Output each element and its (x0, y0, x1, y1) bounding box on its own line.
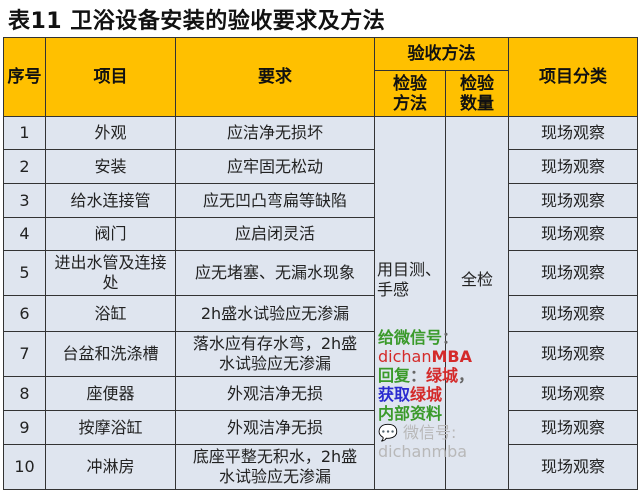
row-category: 现场观察 (508, 250, 638, 296)
watermark-text: 回复 (378, 366, 411, 385)
header-method-group: 验收方法 (374, 37, 509, 71)
row-number: 6 (3, 295, 46, 332)
merged-method: 用目测、手感 (374, 116, 446, 490)
row-category: 现场观察 (508, 331, 638, 377)
row-category: 现场观察 (508, 376, 638, 411)
row-requirement: 应无凹凸弯扁等缺陷 (175, 183, 375, 218)
watermark-text: dichan (378, 347, 432, 366)
row-requirement: 外观洁净无损 (175, 376, 375, 411)
header-requirement: 要求 (175, 37, 375, 117)
row-requirement: 底座平整无积水，2h盛水试验应无渗漏 (175, 444, 375, 490)
watermark-line1: 给微信号： (378, 328, 506, 347)
row-category: 现场观察 (508, 444, 638, 490)
watermark-text: ： (442, 328, 459, 347)
merged-quantity: 全检 (445, 116, 509, 490)
row-number: 3 (3, 183, 46, 218)
row-number: 7 (3, 331, 46, 377)
row-item: 进出水管及连接处 (45, 250, 176, 296)
wechat-icon: 💬 (378, 423, 398, 442)
watermark-text: ， (458, 366, 475, 385)
watermark-text: 给微信号 (378, 328, 443, 347)
table-row: 3 给水连接管 应无凹凸弯扁等缺陷 现场观察 (3, 183, 638, 218)
table-row: 4 阀门 应启闭灵活 现场观察 (3, 217, 638, 251)
row-requirement: 外观洁净无损 (175, 410, 375, 445)
header-method: 检验方法 (374, 70, 446, 117)
row-number: 10 (3, 444, 46, 490)
row-category: 现场观察 (508, 116, 638, 150)
table-row: 10 冲淋房 底座平整无积水，2h盛水试验应无渗漏 现场观察 (3, 444, 638, 490)
row-requirement: 应洁净无损坏 (175, 116, 375, 150)
watermark: 给微信号： dichanMBA 回复：绿城， 获取绿城 内部资料 💬 微信号: … (378, 328, 506, 461)
watermark-line1-id: dichanMBA (378, 347, 506, 366)
header-category: 项目分类 (508, 37, 638, 117)
row-category: 现场观察 (508, 149, 638, 184)
table-row: 5 进出水管及连接处 应无堵塞、无漏水现象 现场观察 (3, 250, 638, 296)
row-item: 台盆和洗涤槽 (45, 331, 176, 377)
row-item: 阀门 (45, 217, 176, 251)
row-requirement: 应无堵塞、无漏水现象 (175, 250, 375, 296)
row-item: 给水连接管 (45, 183, 176, 218)
row-number: 4 (3, 217, 46, 251)
row-category: 现场观察 (508, 183, 638, 218)
table-row: 9 按摩浴缸 外观洁净无损 现场观察 (3, 410, 638, 445)
row-item: 安装 (45, 149, 176, 184)
row-number: 1 (3, 116, 46, 150)
row-category: 现场观察 (508, 295, 638, 332)
watermark-line4: 内部资料 (378, 404, 506, 423)
watermark-line3: 获取绿城 (378, 385, 506, 404)
table-row: 1 外观 应洁净无损坏 用目测、手感 全检 现场观察 (3, 116, 638, 490)
row-number: 8 (3, 376, 46, 411)
row-requirement: 落水应有存水弯，2h盛水试验应无渗漏 (175, 331, 375, 377)
table-row: 2 安装 应牢固无松动 现场观察 (3, 149, 638, 184)
row-item: 座便器 (45, 376, 176, 411)
row-requirement: 2h盛水试验应无渗漏 (175, 295, 375, 332)
table-row: 8 座便器 外观洁净无损 现场观察 (3, 376, 638, 411)
watermark-text: MBA (431, 347, 472, 366)
acceptance-table: 序号 项目 要求 验收方法 项目分类 检验方法 检验数量 1 外观 应洁净无损坏 用目… (3, 37, 638, 490)
row-number: 5 (3, 250, 46, 296)
row-category: 现场观察 (508, 410, 638, 445)
row-item: 外观 (45, 116, 176, 150)
wechat-watermark: 💬 微信号: dichanmba (378, 423, 506, 461)
watermark-text: ： (410, 366, 427, 385)
table-row: 6 浴缸 2h盛水试验应无渗漏 现场观察 (3, 295, 638, 332)
row-number: 2 (3, 149, 46, 184)
row-number: 9 (3, 410, 46, 445)
watermark-text: 获取 (378, 385, 411, 404)
table-title: 表11 卫浴设备安装的验收要求及方法 (8, 9, 386, 34)
table-row: 7 台盆和洗涤槽 落水应有存水弯，2h盛水试验应无渗漏 现场观察 (3, 331, 638, 377)
header-item: 项目 (45, 37, 176, 117)
row-item: 按摩浴缸 (45, 410, 176, 445)
row-requirement: 应牢固无松动 (175, 149, 375, 184)
row-item: 浴缸 (45, 295, 176, 332)
row-category: 现场观察 (508, 217, 638, 251)
watermark-line2: 回复：绿城， (378, 366, 506, 385)
wechat-id: 微信号: dichanmba (378, 423, 468, 461)
header-seq: 序号 (3, 37, 46, 117)
row-item: 冲淋房 (45, 444, 176, 490)
watermark-text: 绿城 (410, 385, 443, 404)
watermark-text: 绿城 (426, 366, 459, 385)
row-requirement: 应启闭灵活 (175, 217, 375, 251)
watermark-text: 内部资料 (378, 404, 443, 423)
header-quantity: 检验数量 (445, 70, 509, 117)
